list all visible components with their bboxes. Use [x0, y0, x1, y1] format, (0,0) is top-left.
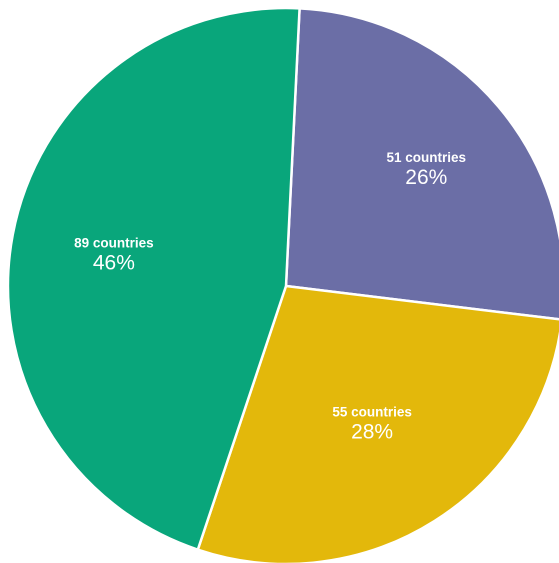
slice-percent-label: 46%	[93, 252, 135, 275]
pie-slice-1	[284, 7, 559, 321]
slice-percent-label: 26%	[405, 166, 447, 189]
slice-count-label: 51 countries	[387, 150, 467, 165]
pie-slices	[6, 6, 559, 563]
slice-percent-label: 28%	[351, 420, 393, 443]
slice-count-label: 55 countries	[332, 404, 412, 419]
pie-slice-3	[6, 6, 301, 552]
slice-count-label: 89 countries	[74, 236, 154, 251]
